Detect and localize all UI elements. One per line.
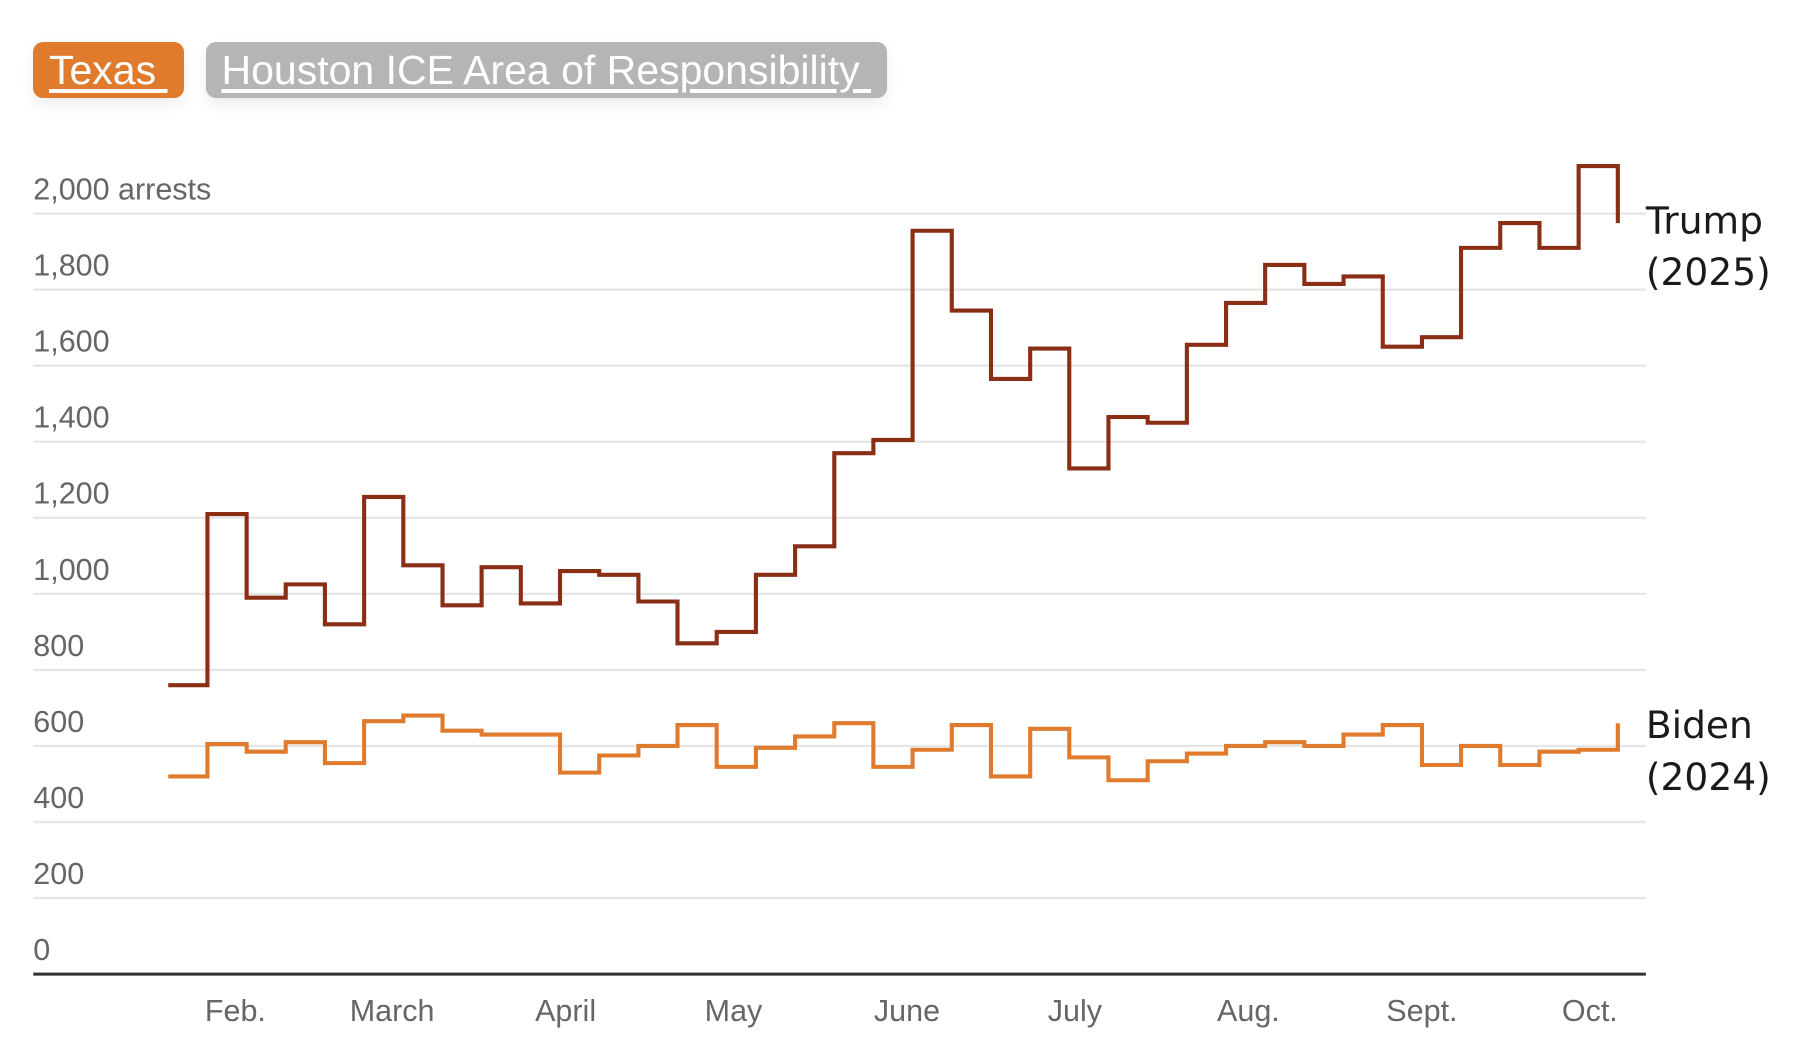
y-tick-label: 600 xyxy=(33,705,84,739)
y-tick-label: 800 xyxy=(33,629,84,663)
x-tick-label: Oct. xyxy=(1562,994,1618,1028)
region-tabs: Texas Houston ICE Area of Responsibility xyxy=(33,42,887,98)
series-label-trump: Trump (2025) xyxy=(1645,199,1775,295)
y-tick-label: 1,400 xyxy=(33,401,109,435)
x-tick-label: June xyxy=(874,994,940,1028)
x-tick-label: Aug. xyxy=(1217,994,1280,1028)
tab-houston-ice-aor[interactable]: Houston ICE Area of Responsibility xyxy=(205,42,887,98)
y-tick-label: 0 xyxy=(33,933,50,967)
y-tick-label: 1,600 xyxy=(33,325,109,359)
y-tick-label: 200 xyxy=(33,857,84,891)
x-axis-labels: Feb. March April May June July Aug. Sept. Oct. xyxy=(205,994,1618,1028)
y-tick-label: 400 xyxy=(33,781,84,815)
tab-texas[interactable]: Texas xyxy=(33,42,184,98)
x-tick-label: July xyxy=(1048,994,1103,1028)
x-tick-label: Feb. xyxy=(205,994,266,1028)
series-labels: Trump (2025) Biden (2024) xyxy=(1645,199,1775,799)
x-tick-label: Sept. xyxy=(1386,994,1457,1028)
y-tick-label: 2,000 arrests xyxy=(33,173,211,207)
series-label-biden: Biden (2024) xyxy=(1646,703,1771,799)
x-tick-label: May xyxy=(705,994,763,1028)
gridlines xyxy=(33,212,1646,900)
series-line-biden xyxy=(168,713,1620,783)
y-tick-label: 1,000 xyxy=(33,553,109,587)
y-tick-label: 1,800 xyxy=(33,249,109,283)
series-line-trump xyxy=(168,164,1620,688)
x-tick-label: April xyxy=(535,994,596,1028)
x-tick-label: March xyxy=(350,994,435,1028)
y-tick-label: 1,200 xyxy=(33,477,109,511)
series-lines xyxy=(168,164,1620,783)
y-axis-labels: 2,000 arrests 1,800 1,600 1,400 1,200 1,000 80… xyxy=(33,173,211,968)
